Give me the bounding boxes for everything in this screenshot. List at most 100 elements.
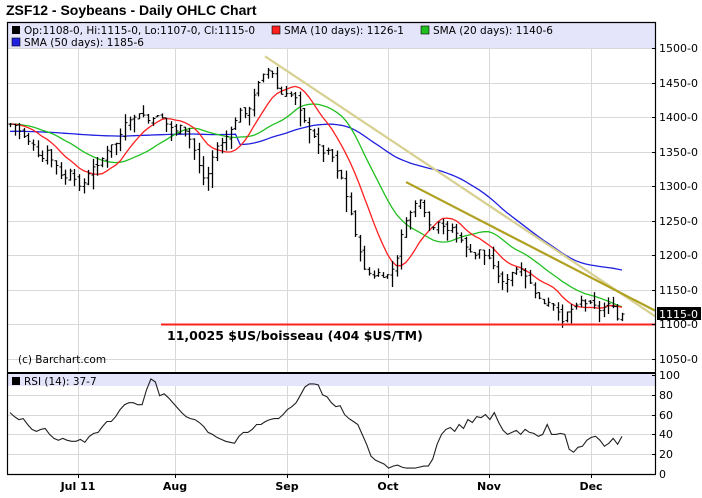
ohlc-bar (588, 300, 593, 305)
ohlc-bar (362, 245, 367, 270)
ohlc-bar (59, 162, 64, 180)
ohlc-bar (17, 123, 22, 140)
ohlc-bar (441, 218, 446, 235)
ohlc-bar (505, 274, 510, 293)
sma10-swatch-icon (271, 25, 281, 35)
credit-text: (c) Barchart.com (18, 354, 106, 366)
legend-ohlc: Op:1108-0, Hi:1115-0, Lo:1107-0, Cl:1115… (12, 25, 255, 37)
ohlc-bar (247, 106, 252, 126)
price-tick-label: 1150-0 (659, 284, 698, 297)
ohlc-bar (468, 244, 473, 253)
ohlc-bar (533, 282, 538, 299)
last-price-label: 1115-0 (659, 308, 698, 321)
ohlc-bar (565, 311, 570, 323)
ohlc-bar (128, 116, 133, 131)
legend-sma20-text: SMA (20 days): 1140-6 (433, 25, 553, 37)
ohlc-bar (169, 121, 174, 141)
ohlc-bar (367, 267, 372, 276)
sma10-line (9, 85, 623, 309)
ohlc-bar (146, 113, 151, 124)
ohlc-bar (137, 113, 142, 120)
ohlc-bar (431, 226, 436, 231)
ohlc-bar (537, 291, 542, 300)
ohlc-bar (316, 127, 321, 154)
ohlc-bar (220, 137, 225, 154)
ohlc-bar (72, 169, 77, 187)
ohlc-bar (372, 270, 377, 279)
ohlc-bar (404, 217, 409, 238)
price-axis-labels: 1050-0 1100-0 1150-0 1200-0 1250-0 1300-0 1350… (652, 42, 698, 366)
ohlc-bar (408, 210, 413, 230)
ohlc-bar (155, 114, 160, 118)
ohlc-bar (31, 139, 36, 151)
ohlc-bar (13, 123, 18, 136)
ohlc-bar (450, 223, 455, 233)
ohlc-bar (22, 128, 27, 138)
price-tick-label: 1250-0 (659, 215, 698, 228)
rsi-tick-label: 0 (659, 468, 666, 481)
ohlc-bar (284, 85, 289, 97)
legend-sma10-text: SMA (10 days): 1126-1 (284, 25, 404, 37)
ohlc-bar (206, 166, 211, 191)
ohlc-bar (229, 126, 234, 149)
ohlc-bar (192, 138, 197, 160)
sma20-swatch-icon (420, 25, 430, 35)
ohlc-bar (302, 107, 307, 123)
ohlc-bar (100, 157, 105, 168)
ohlc-bar (620, 312, 625, 322)
ohlc-bar (178, 124, 183, 135)
ohlc-bar (523, 268, 528, 289)
ohlc-bar (141, 105, 146, 118)
ohlc-bar (224, 130, 229, 151)
rsi-tick-label: 100 (659, 369, 680, 382)
ohlc-bar (579, 295, 584, 308)
ohlc-bar (390, 260, 395, 288)
ohlc-bar (197, 142, 202, 174)
ohlc-bar (45, 145, 50, 165)
grid-lines (8, 22, 655, 474)
ohlc-bar (123, 114, 128, 141)
ohlc-bars (8, 66, 625, 328)
ohlc-bar (91, 158, 96, 190)
last-price-bg (657, 307, 701, 320)
ohlc-bar (542, 298, 547, 305)
ohlc-bar (118, 128, 123, 152)
ohlc-bar (399, 229, 404, 270)
ohlc-bar (551, 303, 556, 311)
legend-band (8, 22, 655, 48)
ohlc-bar (201, 156, 206, 186)
ohlc-bar (491, 246, 496, 270)
ohlc-bar (376, 268, 381, 277)
x-axis-labels: Jul 11 Aug Sep Oct Nov Dec (60, 474, 603, 493)
ohlc-bar (114, 142, 119, 156)
ohlc-bar (418, 199, 423, 209)
ohlc-bar (183, 126, 188, 137)
legend-sma20: SMA (20 days): 1140-6 (420, 25, 553, 37)
ohlc-bar (210, 150, 215, 189)
ohlc-bar (270, 70, 275, 78)
ohlc-bar (321, 144, 326, 163)
ohlc-bar (252, 88, 257, 117)
ohlc-bar (445, 221, 450, 241)
minor-trendline (405, 181, 656, 312)
ohlc-bar (528, 269, 533, 284)
x-tick-label: Jul 11 (60, 480, 96, 493)
ohlc-swatch-icon (12, 26, 20, 34)
ohlc-bar (496, 261, 501, 284)
ohlc-bar (26, 132, 31, 145)
rsi-swatch-icon (12, 377, 20, 385)
ohlc-bar (335, 150, 340, 179)
ohlc-bar (279, 86, 284, 95)
ohlc-bar (482, 249, 487, 265)
ohlc-bar (63, 169, 68, 185)
ohlc-bar (160, 113, 165, 119)
ohlc-bar (233, 117, 238, 130)
ohlc-bar (215, 142, 220, 162)
ohlc-bar (358, 234, 363, 262)
ohlc-bar (422, 199, 427, 218)
ohlc-bar (464, 236, 469, 258)
rsi-tick-label: 80 (659, 389, 673, 402)
ohlc-bar (454, 223, 459, 243)
ohlc-bar (344, 170, 349, 213)
ohlc-bar (68, 168, 73, 181)
